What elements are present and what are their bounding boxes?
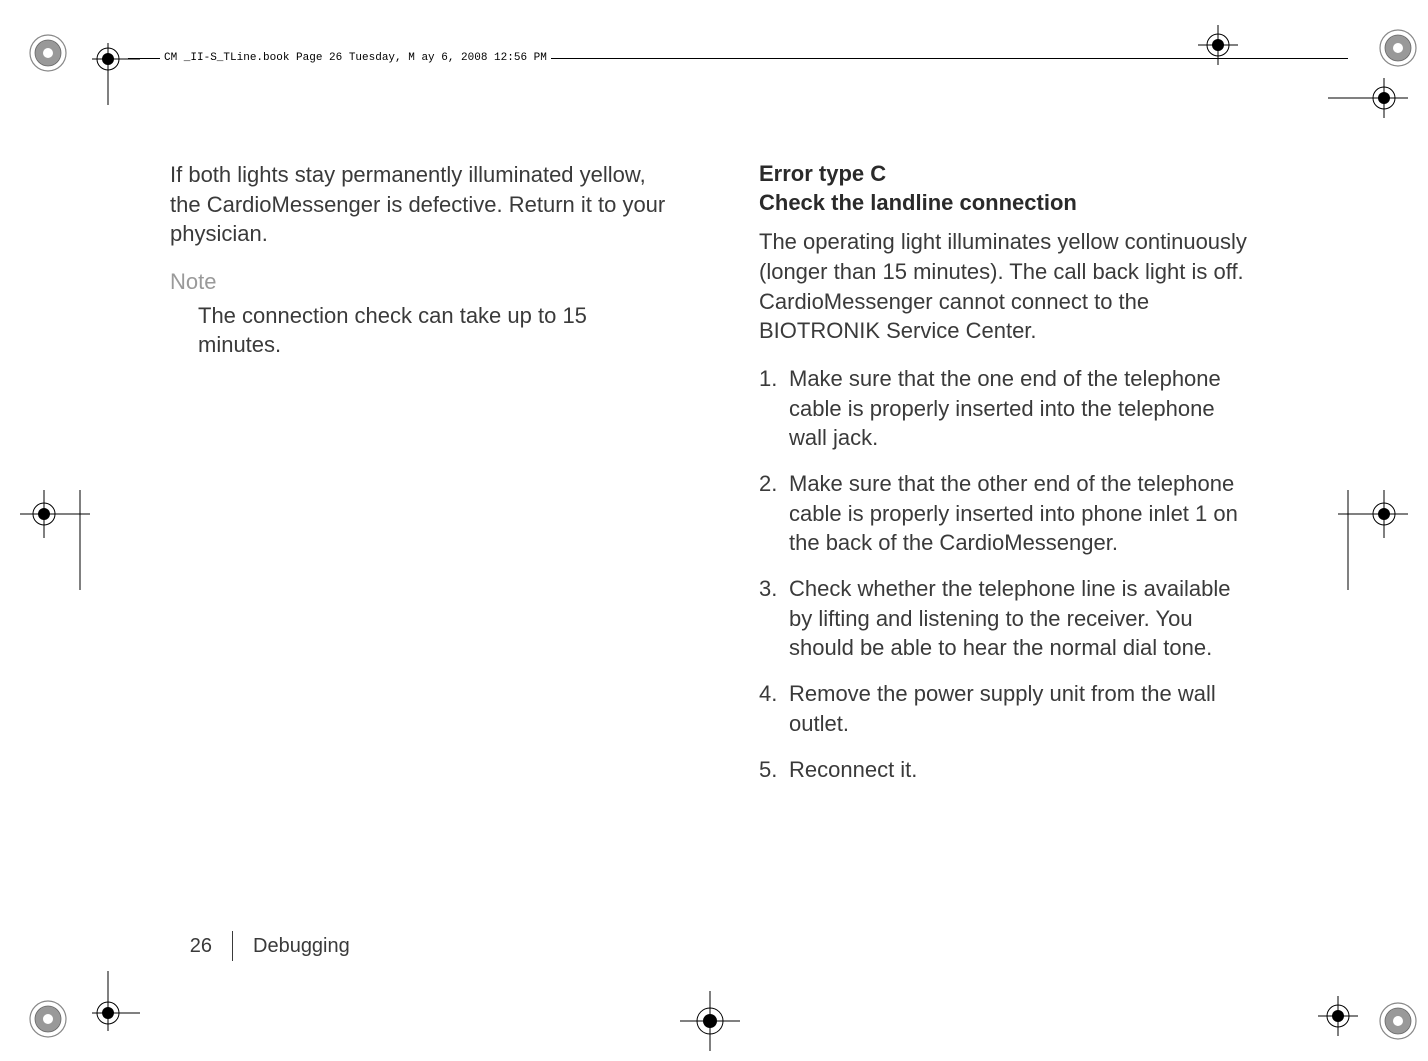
crop-mark-bottom-center: [680, 991, 740, 1051]
crop-mark-top-right-b: [1368, 18, 1428, 78]
heading-line2: Check the landline connection: [759, 189, 1258, 218]
note-body: The connection check can take up to 15 m…: [170, 301, 669, 360]
step-item: Make sure that the other end of the tele…: [759, 469, 1258, 558]
right-column: Error type C Check the landline connecti…: [759, 160, 1258, 784]
footer-section: Debugging: [253, 935, 350, 958]
crop-mark-bottom-right-b: [1368, 991, 1428, 1051]
crop-mark-top-left: [20, 25, 140, 105]
left-column: If both lights stay permanently illumina…: [170, 160, 669, 784]
steps-list: Make sure that the one end of the teleph…: [759, 364, 1258, 784]
crop-mark-mid-right: [1328, 490, 1408, 590]
step-item: Remove the power supply unit from the wa…: [759, 679, 1258, 738]
step-item: Reconnect it.: [759, 755, 1258, 785]
crop-mark-bottom-left: [20, 971, 140, 1051]
crop-mark-bottom-right-a: [1318, 996, 1358, 1036]
crop-mark-top-right-a: [1198, 25, 1238, 65]
page-content: If both lights stay permanently illumina…: [170, 160, 1258, 961]
left-intro: If both lights stay permanently illumina…: [170, 160, 669, 249]
footer-divider: [232, 931, 233, 961]
step-item: Make sure that the one end of the teleph…: [759, 364, 1258, 453]
page-number: 26: [170, 935, 232, 958]
error-heading: Error type C Check the landline connecti…: [759, 160, 1258, 217]
running-header: CM _II-S_TLine.book Page 26 Tuesday, M a…: [160, 52, 551, 64]
heading-line1: Error type C: [759, 160, 1258, 189]
right-intro: The operating light illuminates yellow c…: [759, 227, 1258, 346]
crop-mark-mid-left: [20, 490, 100, 590]
page-footer: 26 Debugging: [170, 931, 350, 961]
step-item: Check whether the telephone line is avai…: [759, 574, 1258, 663]
crop-mark-top-right-c: [1328, 78, 1408, 118]
note-label: Note: [170, 267, 669, 297]
